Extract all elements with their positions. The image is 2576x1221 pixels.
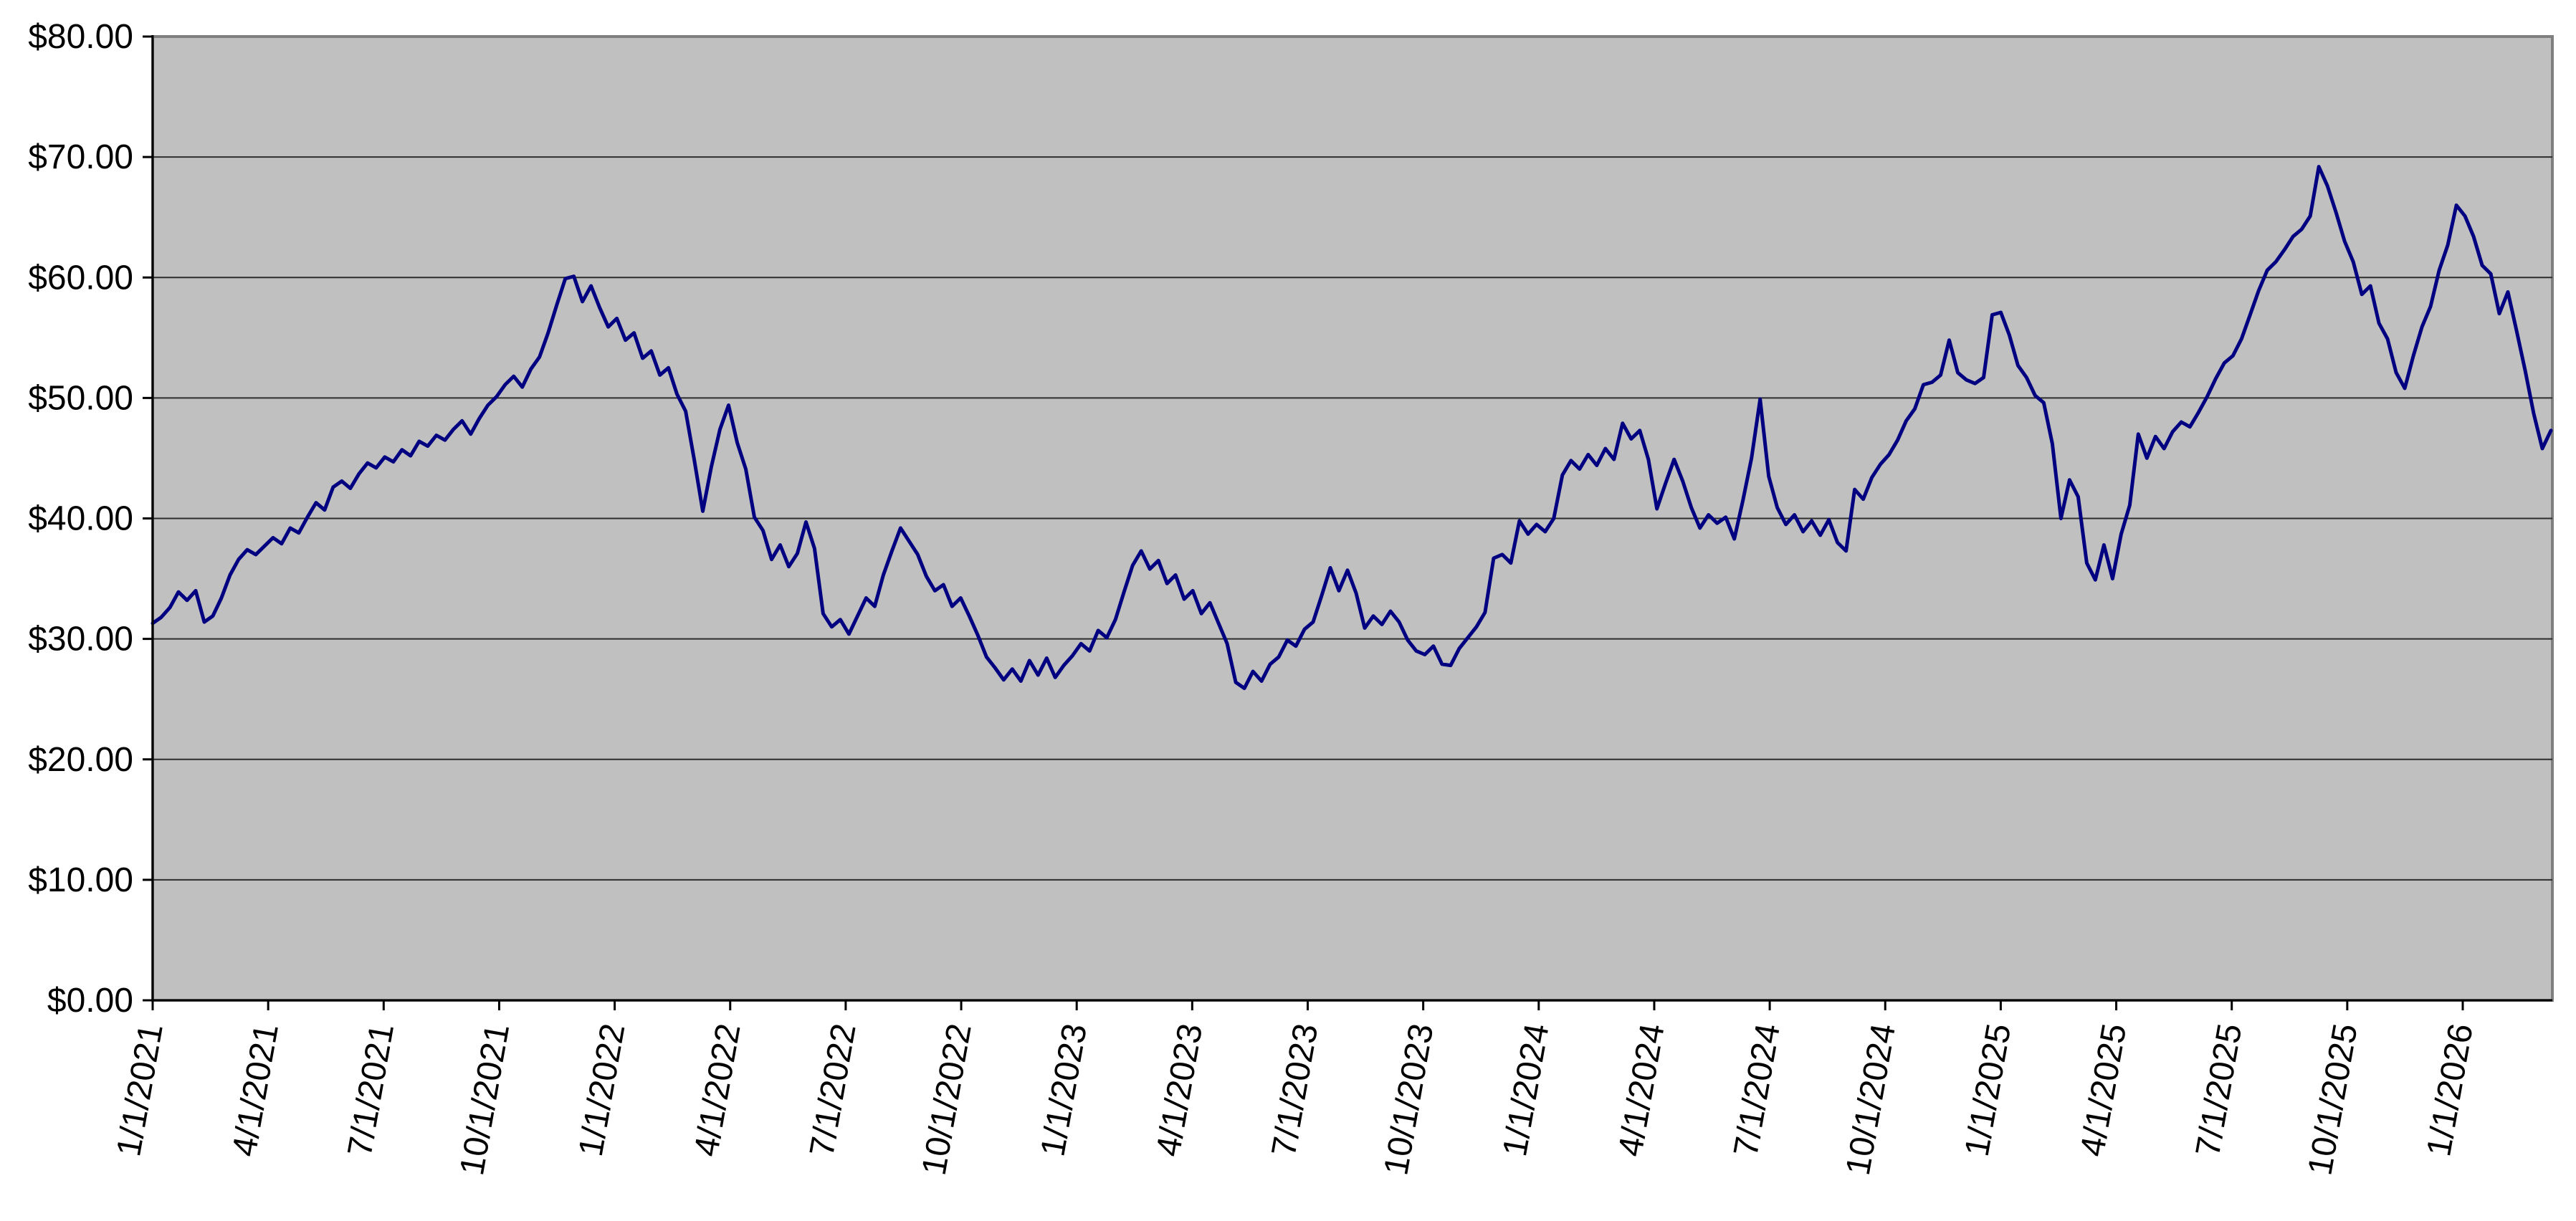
y-tick-label: $70.00 bbox=[28, 138, 133, 176]
y-tick-label: $10.00 bbox=[28, 861, 133, 899]
y-tick-label: $30.00 bbox=[28, 621, 133, 659]
y-tick-label: $50.00 bbox=[28, 379, 133, 417]
y-tick-label: $40.00 bbox=[28, 500, 133, 538]
y-tick-label: $80.00 bbox=[28, 18, 133, 56]
y-tick-label: $0.00 bbox=[47, 982, 133, 1020]
price-series-line bbox=[151, 165, 2553, 691]
gridlines bbox=[153, 156, 2552, 881]
y-axis-labels: $0.00 $10.00 $20.00 $30.00 $40.00 $50.00 $60.0… bbox=[28, 18, 153, 1020]
y-tick-label: $60.00 bbox=[28, 259, 133, 297]
y-tick-label: $20.00 bbox=[28, 741, 133, 779]
